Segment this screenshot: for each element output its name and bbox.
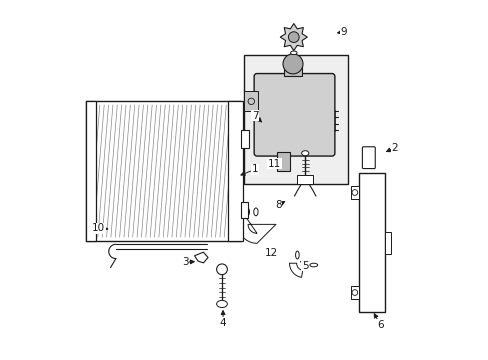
Text: 2: 2 bbox=[390, 143, 397, 153]
Bar bbox=[244, 91, 258, 111]
Text: 11: 11 bbox=[267, 159, 281, 169]
Ellipse shape bbox=[290, 51, 296, 55]
Text: 1: 1 bbox=[251, 164, 258, 174]
Ellipse shape bbox=[301, 151, 308, 156]
Circle shape bbox=[283, 54, 303, 74]
Text: 12: 12 bbox=[264, 248, 277, 258]
Text: 7: 7 bbox=[251, 111, 258, 121]
Polygon shape bbox=[194, 252, 207, 263]
Bar bbox=[284, 66, 301, 76]
Bar bbox=[244, 55, 347, 184]
Text: 10: 10 bbox=[92, 223, 105, 233]
Bar bbox=[358, 173, 384, 312]
FancyBboxPatch shape bbox=[254, 73, 334, 156]
Bar bbox=[350, 286, 358, 299]
Bar bbox=[276, 153, 289, 171]
Bar bbox=[85, 102, 96, 241]
Text: 8: 8 bbox=[275, 200, 281, 210]
Circle shape bbox=[288, 32, 299, 42]
Text: 4: 4 bbox=[219, 318, 226, 328]
Bar bbox=[350, 186, 358, 199]
Bar bbox=[297, 175, 312, 184]
FancyBboxPatch shape bbox=[362, 147, 374, 168]
Text: 6: 6 bbox=[376, 320, 383, 330]
Bar bbox=[241, 130, 248, 148]
Text: 9: 9 bbox=[340, 27, 346, 37]
Text: 5: 5 bbox=[301, 261, 308, 271]
Ellipse shape bbox=[216, 300, 227, 307]
Bar bbox=[241, 202, 247, 218]
Circle shape bbox=[216, 264, 227, 275]
Bar bbox=[228, 102, 242, 241]
Polygon shape bbox=[280, 23, 307, 51]
Bar bbox=[384, 232, 390, 254]
Text: 3: 3 bbox=[182, 257, 188, 267]
